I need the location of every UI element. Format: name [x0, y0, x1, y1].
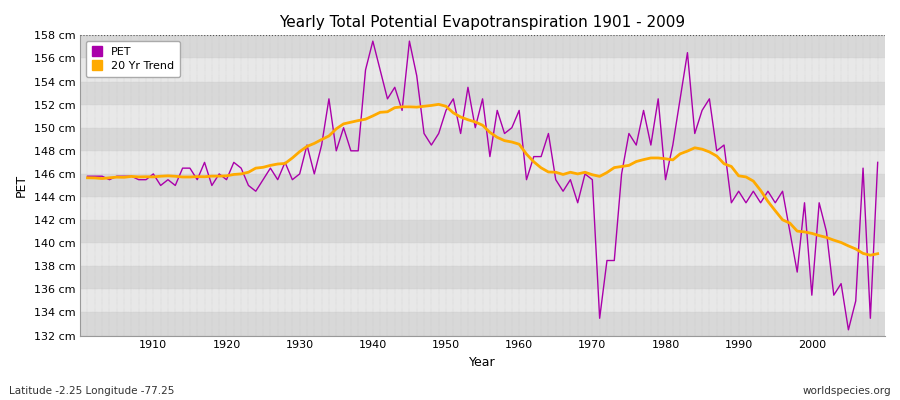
Bar	[80, 58, 885, 82]
Y-axis label: PET: PET	[15, 174, 28, 197]
PET	[521, 177, 532, 182]
Bar	[80, 243, 885, 266]
PET	[140, 177, 151, 182]
Bar	[80, 220, 885, 243]
Bar	[80, 289, 885, 312]
PET	[367, 39, 378, 44]
PET	[82, 174, 93, 179]
Bar	[80, 128, 885, 151]
Line: 20 Yr Trend: 20 Yr Trend	[87, 104, 878, 255]
Text: worldspecies.org: worldspecies.org	[803, 386, 891, 396]
20 Yr Trend	[346, 120, 356, 125]
Text: Latitude -2.25 Longitude -77.25: Latitude -2.25 Longitude -77.25	[9, 386, 175, 396]
Bar	[80, 266, 885, 289]
20 Yr Trend	[609, 165, 620, 170]
PET	[514, 108, 525, 113]
PET	[346, 148, 356, 153]
Title: Yearly Total Potential Evapotranspiration 1901 - 2009: Yearly Total Potential Evapotranspiratio…	[280, 15, 686, 30]
Bar	[80, 35, 885, 58]
PET	[302, 143, 312, 148]
20 Yr Trend	[865, 253, 876, 258]
20 Yr Trend	[433, 102, 444, 107]
Bar	[80, 151, 885, 174]
PET	[609, 258, 620, 263]
Bar	[80, 174, 885, 197]
20 Yr Trend	[82, 175, 93, 180]
Line: PET: PET	[87, 41, 878, 330]
Bar	[80, 82, 885, 105]
Bar	[80, 105, 885, 128]
PET	[872, 160, 883, 165]
Legend: PET, 20 Yr Trend: PET, 20 Yr Trend	[86, 41, 180, 77]
X-axis label: Year: Year	[469, 356, 496, 369]
Bar	[80, 312, 885, 336]
20 Yr Trend	[302, 144, 312, 149]
20 Yr Trend	[514, 142, 525, 147]
20 Yr Trend	[872, 251, 883, 256]
Bar	[80, 197, 885, 220]
PET	[843, 328, 854, 332]
20 Yr Trend	[521, 152, 532, 156]
20 Yr Trend	[140, 174, 151, 179]
